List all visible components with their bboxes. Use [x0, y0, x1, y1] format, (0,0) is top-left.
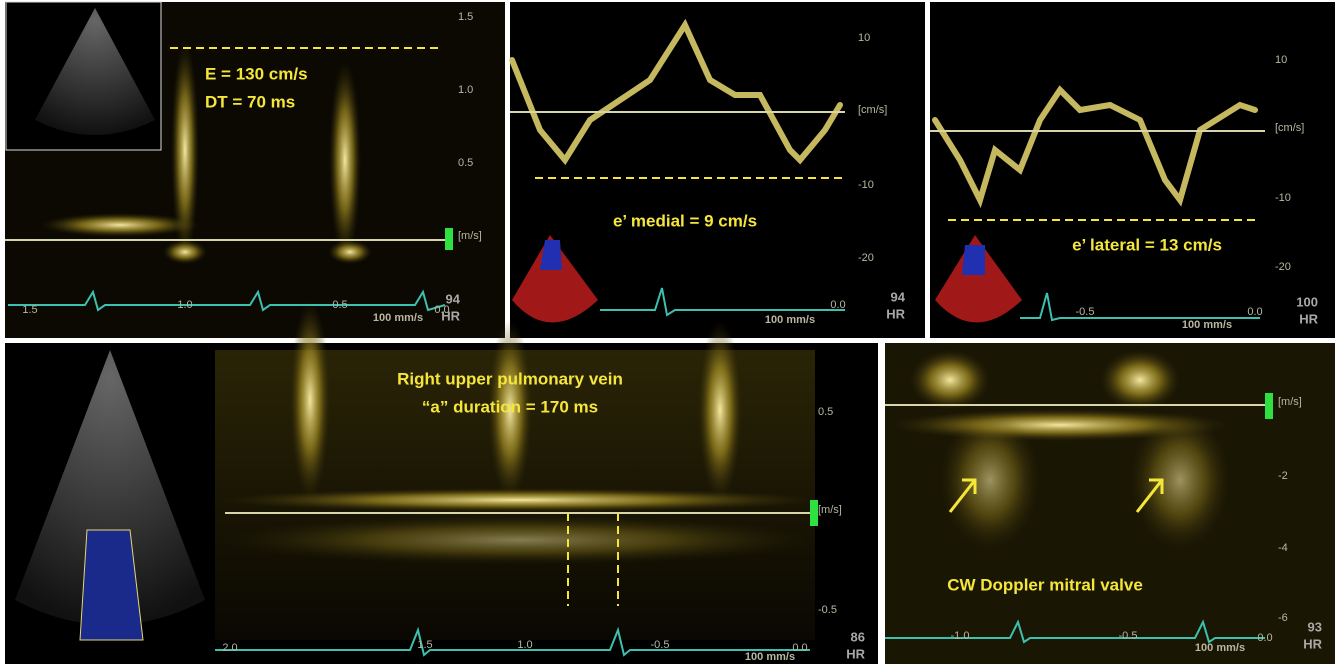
scale-label: 0.5: [818, 406, 833, 418]
scale-label: 1.5: [458, 11, 473, 23]
echo-collage: E = 130 cm/s DT = 70 ms 1.5 1.0 0.5 [m/s] 1.5 1…: [0, 0, 1338, 664]
scale-label: -20: [858, 252, 874, 264]
annotation: “a” duration = 170 ms: [422, 397, 598, 416]
scale-label: -2: [1278, 470, 1288, 482]
time-label: -1.0: [951, 630, 970, 642]
scale-label: -6: [1278, 612, 1288, 624]
annotation: CW Doppler mitral valve: [947, 575, 1143, 594]
time-label: -0.5: [1076, 306, 1095, 318]
annotation: e’ lateral = 13 cm/s: [1072, 235, 1222, 254]
time-label: -0.5: [651, 639, 670, 651]
heart-rate-label: HR: [846, 646, 865, 661]
heart-rate-label: HR: [1299, 311, 1318, 326]
sweep-speed: 100 mm/s: [373, 312, 423, 324]
time-label: 0.5: [332, 299, 347, 311]
heart-rate: 94: [891, 289, 906, 304]
time-label: 0.0: [830, 299, 845, 311]
time-label: 2.0: [222, 642, 237, 654]
heart-rate: 93: [1308, 619, 1322, 634]
time-label: -0.5: [1119, 630, 1138, 642]
scale-label: 1.0: [458, 84, 473, 96]
time-label: 1.5: [22, 304, 37, 316]
sweep-speed: 100 mm/s: [1195, 642, 1245, 654]
annotation: e’ medial = 9 cm/s: [613, 211, 757, 230]
unit-label: [m/s]: [818, 504, 842, 516]
unit-label: [m/s]: [458, 230, 482, 242]
time-label: 1.0: [177, 299, 192, 311]
scale-label: -20: [1275, 261, 1291, 273]
annotation: DT = 70 ms: [205, 92, 295, 111]
heart-rate-label: HR: [1303, 636, 1322, 651]
sweep-speed: 100 mm/s: [765, 314, 815, 326]
scale-label: -10: [858, 179, 874, 191]
heart-rate: 94: [446, 291, 461, 306]
heart-rate: 86: [851, 629, 865, 644]
scale-label: 10: [1275, 54, 1287, 66]
heart-rate-label: HR: [441, 308, 460, 323]
scale-label: -0.5: [818, 604, 837, 616]
scale-label: -4: [1278, 542, 1288, 554]
scale-label: 10: [858, 32, 870, 44]
heart-rate-label: HR: [886, 306, 905, 321]
annotation: E = 130 cm/s: [205, 64, 308, 83]
time-label: 0.0: [1247, 306, 1262, 318]
unit-label: [cm/s]: [1275, 122, 1304, 134]
time-label: 1.0: [517, 639, 532, 651]
sweep-speed: 100 mm/s: [745, 651, 795, 663]
scale-label: -10: [1275, 192, 1291, 204]
time-label: 0.0: [1257, 632, 1272, 644]
unit-label: [m/s]: [1278, 396, 1302, 408]
scale-label: 0.5: [458, 157, 473, 169]
heart-rate: 100: [1296, 294, 1318, 309]
unit-label: [cm/s]: [858, 104, 887, 116]
sweep-speed: 100 mm/s: [1182, 319, 1232, 331]
time-label: 1.5: [417, 639, 432, 651]
annotation: Right upper pulmonary vein: [397, 369, 623, 388]
